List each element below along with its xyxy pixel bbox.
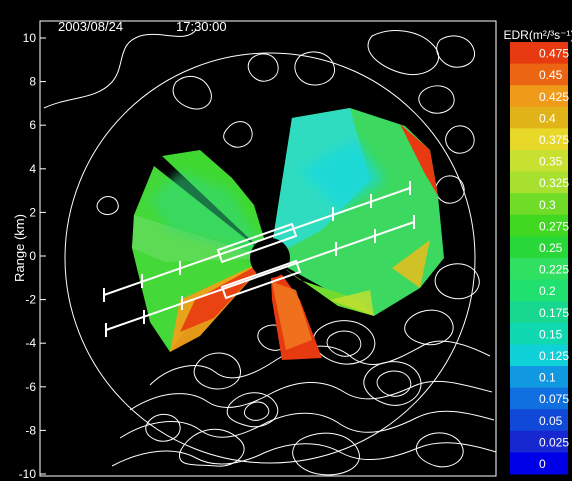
y-tick-label: 10	[23, 31, 37, 45]
colorbar-label-bg	[538, 193, 568, 216]
colorbar-label-bg	[538, 430, 568, 453]
colorbar-swatch	[510, 171, 538, 194]
colorbar-swatch	[510, 106, 538, 129]
colorbar-tick-label: 0.275	[539, 219, 569, 233]
colorbar-tick-label: 0.05	[539, 414, 563, 428]
colorbar-tick-label: 0.225	[539, 263, 569, 277]
colorbar-label-bg	[538, 106, 568, 129]
range-bars	[103, 181, 415, 337]
y-tick-label: 0	[29, 249, 36, 263]
y-tick-label: 8	[29, 75, 36, 89]
colorbar-tick-label: 0.475	[539, 47, 569, 61]
y-tick-label: -8	[25, 423, 36, 437]
colorbar-swatch	[510, 85, 538, 108]
colorbar-tick-label: 0.4	[539, 111, 556, 125]
colorbar-label-bg	[538, 214, 568, 237]
colorbar-label-bg	[538, 63, 568, 86]
colorbar-tick-label: 0.35	[539, 155, 563, 169]
colorbar-swatch	[510, 322, 538, 345]
colorbar-tick-label: 0.125	[539, 349, 569, 363]
colorbar-swatch	[510, 430, 538, 453]
y-tick-label: -2	[25, 293, 36, 307]
colorbar-label-bg	[538, 344, 568, 367]
colorbar-swatch	[510, 452, 538, 475]
colorbar-swatch	[510, 128, 538, 151]
colorbar-label-bg	[538, 301, 568, 324]
colorbar-swatch	[510, 258, 538, 281]
colorbar-label-bg	[538, 42, 568, 65]
colorbar-swatch	[510, 63, 538, 86]
colorbar-label-bg	[538, 366, 568, 389]
colorbar-swatch	[510, 301, 538, 324]
colorbar-tick-label: 0.3	[539, 198, 556, 212]
colorbar-tick-label: 0.325	[539, 176, 569, 190]
colorbar-tick-label: 0.175	[539, 306, 569, 320]
colorbar-label-bg	[538, 279, 568, 302]
date-label: 2003/08/24	[58, 19, 123, 34]
colorbar-label-bg	[538, 452, 568, 475]
colorbar-swatch	[510, 236, 538, 259]
plot-border	[39, 20, 497, 477]
colorbar-tick-label: 0.15	[539, 327, 563, 341]
colorbar-title: EDR(m²/³s⁻¹)	[504, 28, 572, 42]
colorbar-swatch	[510, 42, 538, 65]
y-tick-label: 6	[29, 118, 36, 132]
colorbar-label-bg	[538, 171, 568, 194]
colorbar-label-bg	[538, 258, 568, 281]
y-axis-ticks: 10 8 6 4 2 0 -2 -4 -6 -8 -10	[19, 31, 46, 481]
colorbar-label-bg	[538, 387, 568, 410]
colorbar-tick-label: 0.45	[539, 68, 563, 82]
colorbar-swatch	[510, 366, 538, 389]
colorbar-swatch	[510, 387, 538, 410]
y-tick-label: 4	[29, 162, 36, 176]
y-tick-label: -6	[25, 380, 36, 394]
colorbar-swatch	[510, 193, 538, 216]
colorbar-label-bg	[538, 128, 568, 151]
colorbar-tick-label: 0.1	[539, 371, 556, 385]
time-label: 17:30:00	[176, 19, 227, 34]
colorbar-tick-label: 0.425	[539, 90, 569, 104]
colorbar-swatch	[510, 409, 538, 432]
colorbar-tick-label: 0.375	[539, 133, 569, 147]
colorbar-swatch	[510, 344, 538, 367]
y-axis-label: Range (km)	[12, 214, 27, 282]
colorbar-swatch	[510, 150, 538, 173]
y-tick-label: 2	[29, 205, 36, 219]
colorbar-tick-label: 0.25	[539, 241, 563, 255]
colorbar-label-bg	[538, 236, 568, 259]
colorbar-tick-label: 0.2	[539, 284, 556, 298]
colorbar: 0.475 0.45 0.425 0.4 0.375 0.35 0.325 0.3 0.275 0…	[510, 42, 569, 475]
y-tick-label: -4	[25, 336, 36, 350]
colorbar-tick-label: 0.025	[539, 435, 569, 449]
range-ring	[64, 52, 476, 464]
y-tick-label: -10	[19, 467, 37, 481]
colorbar-swatch	[510, 279, 538, 302]
colorbar-label-bg	[538, 409, 568, 432]
colorbar-tick-label: 0	[539, 457, 546, 471]
colorbar-label-bg	[538, 150, 568, 173]
colorbar-swatch	[510, 214, 538, 237]
colorbar-tick-label: 0.075	[539, 392, 569, 406]
colorbar-label-bg	[538, 85, 568, 108]
colorbar-label-bg	[538, 322, 568, 345]
